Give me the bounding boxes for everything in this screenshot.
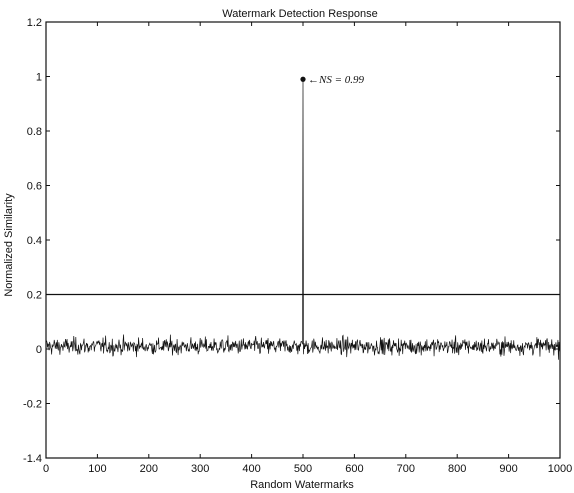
y-tick-label: 0.8 [27,126,42,138]
y-axis-title: Normalized Similarity [3,193,15,297]
x-tick-label: 200 [140,463,158,475]
peak-point [300,77,305,82]
x-tick-label: 700 [397,463,415,475]
x-tick-label: 600 [345,463,363,475]
x-tick-label: 1000 [548,463,572,475]
x-tick-label: 400 [242,463,260,475]
y-tick-label: 1.2 [27,17,42,29]
y-tick-label: 0.4 [27,235,42,247]
x-axis-ticks: 0 100 200 300 400 500 600 700 800 900 1000 [43,22,572,475]
y-tick-label: 0 [36,344,42,356]
x-tick-label: 300 [191,463,209,475]
y-tick-label: 0.6 [27,181,42,193]
y-tick-label: 0.2 [27,290,42,302]
x-tick-label: 900 [499,463,517,475]
x-tick-label: 0 [43,463,49,475]
series-layer [46,77,560,360]
x-tick-label: 100 [88,463,106,475]
x-axis-title: Random Watermarks [250,479,354,491]
peak-annotation: ←NS = 0.99 [308,74,365,86]
chart-title: Watermark Detection Response [222,8,378,20]
y-tick-label: -0.2 [23,399,42,411]
similarity-series-line [47,79,560,359]
x-tick-label: 500 [294,463,312,475]
y-tick-label: 1 [36,72,42,84]
y-tick-label: -1.4 [23,453,42,465]
y-axis-ticks: -1.4 -0.2 0 0.2 0.4 0.6 0.8 1 1.2 [23,17,560,465]
x-tick-label: 800 [448,463,466,475]
